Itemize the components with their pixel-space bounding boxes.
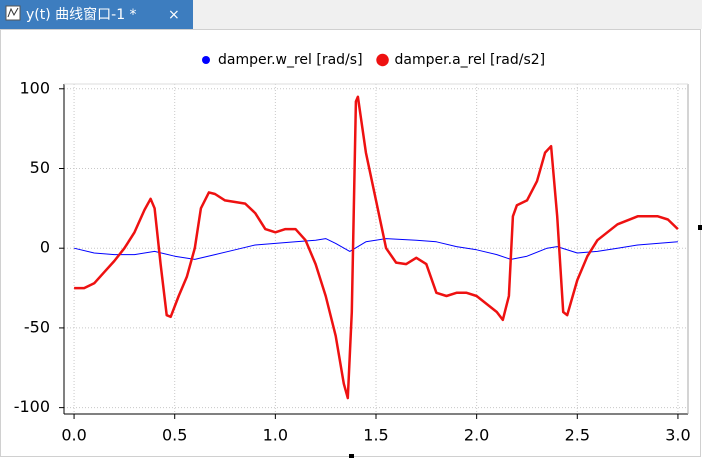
y-tick-label: 0 (40, 238, 50, 257)
x-tick-label: 0.0 (61, 426, 86, 445)
tab-icon-glyph (7, 7, 19, 18)
x-tick-label: 2.0 (464, 426, 489, 445)
y-tick-label: 100 (19, 78, 50, 97)
y-tick-label: -50 (24, 317, 50, 336)
tab-title: y(t) 曲线窗口-1 * (26, 6, 137, 23)
legend-label: damper.w_rel [rad/s] (218, 52, 363, 68)
tab-close[interactable]: × (168, 7, 180, 23)
y-tick-label: 50 (30, 158, 50, 177)
tab[interactable] (0, 0, 193, 29)
x-tick-label: 1.5 (363, 426, 388, 445)
legend-marker (202, 56, 210, 64)
legend-marker (376, 53, 389, 67)
series-line (73, 238, 678, 260)
legend-label: damper.a_rel [rad/s2] (395, 52, 546, 68)
x-tick-label: 1.0 (263, 426, 288, 445)
x-tick-label: 2.5 (565, 426, 590, 445)
y-tick-label: -100 (14, 397, 50, 416)
x-tick-label: 3.0 (665, 426, 690, 445)
series-line (74, 95, 679, 400)
x-tick-label: 0.5 (162, 426, 187, 445)
resize-handle (698, 225, 702, 230)
resize-handle (349, 454, 354, 458)
